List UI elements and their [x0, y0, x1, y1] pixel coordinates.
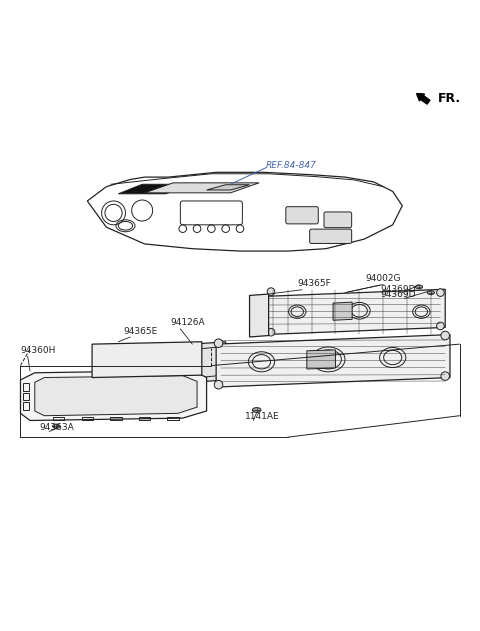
Ellipse shape — [415, 285, 422, 289]
Text: 94369D: 94369D — [381, 285, 416, 293]
Polygon shape — [144, 183, 259, 193]
Circle shape — [437, 289, 444, 297]
Circle shape — [214, 339, 223, 348]
Circle shape — [437, 322, 444, 330]
Polygon shape — [21, 370, 206, 420]
Polygon shape — [264, 289, 445, 334]
Polygon shape — [206, 185, 250, 190]
Polygon shape — [250, 294, 269, 337]
Text: 94365E: 94365E — [123, 327, 157, 336]
Text: 94360H: 94360H — [21, 346, 56, 355]
Polygon shape — [216, 334, 450, 387]
Text: 94365F: 94365F — [297, 279, 331, 288]
Polygon shape — [192, 342, 226, 382]
Text: FR.: FR. — [438, 92, 461, 105]
Polygon shape — [118, 184, 190, 194]
Circle shape — [441, 331, 449, 340]
FancyBboxPatch shape — [310, 229, 352, 244]
Text: 1141AE: 1141AE — [245, 413, 279, 422]
Polygon shape — [333, 302, 352, 321]
Ellipse shape — [427, 291, 434, 295]
FancyBboxPatch shape — [286, 207, 318, 224]
Ellipse shape — [252, 408, 261, 413]
Circle shape — [267, 328, 275, 336]
Text: 94126A: 94126A — [171, 318, 205, 327]
FancyBboxPatch shape — [324, 212, 352, 228]
Polygon shape — [35, 375, 197, 416]
Text: 94369D: 94369D — [381, 290, 416, 299]
Polygon shape — [307, 350, 336, 369]
FancyArrow shape — [417, 93, 430, 104]
Text: REF.84-847: REF.84-847 — [266, 161, 317, 170]
Text: 94002G: 94002G — [365, 274, 401, 283]
Circle shape — [267, 288, 275, 295]
Polygon shape — [92, 342, 202, 377]
Text: 94363A: 94363A — [39, 423, 74, 432]
Ellipse shape — [53, 424, 60, 428]
Circle shape — [214, 380, 223, 389]
Circle shape — [441, 372, 449, 380]
